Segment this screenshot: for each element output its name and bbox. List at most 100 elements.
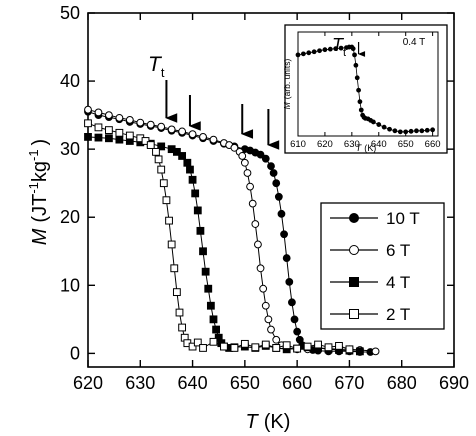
data-point (256, 264, 265, 273)
legend-marker (349, 309, 359, 319)
legend-item: 6 T (330, 241, 410, 260)
y-axis-label: M(JT-1kg-1) (26, 139, 51, 245)
data-point (293, 344, 302, 353)
y-tick-label: 50 (60, 3, 80, 23)
data-point (355, 347, 364, 356)
inset-data-point (387, 126, 392, 132)
series-line (87, 109, 376, 352)
data-point (251, 220, 260, 228)
y-tick-label: 0 (70, 343, 80, 363)
data-point (274, 192, 283, 201)
data-point (199, 344, 207, 352)
data-point (191, 189, 200, 198)
data-point (167, 125, 176, 134)
legend-box (320, 202, 445, 330)
data-point (94, 133, 103, 142)
data-point (280, 230, 288, 239)
data-point (157, 142, 166, 151)
data-point (183, 158, 192, 167)
data-point (314, 340, 322, 349)
legend-item: 4 T (330, 273, 410, 292)
series-line (87, 122, 350, 350)
x-tick-label: 660 (282, 373, 312, 393)
x-tick-label: 620 (73, 373, 103, 393)
data-point (125, 115, 134, 124)
inset-data-point (311, 49, 317, 55)
data-point (267, 325, 275, 334)
data-point (209, 315, 218, 324)
data-point (272, 179, 281, 188)
inset-data-point (300, 51, 306, 57)
data-point (240, 339, 249, 348)
data-point (105, 134, 113, 143)
data-point (115, 135, 124, 144)
data-point (238, 152, 247, 160)
data-point (272, 335, 281, 344)
data-point (243, 169, 252, 177)
inset-data-point (327, 46, 333, 52)
inset-chart: 610 620 630 640 650 660 M(arb. units) T (K) 0.… (282, 24, 448, 154)
x-tick-label: 640 (178, 373, 208, 393)
inset-x-tick-label: 620 (317, 139, 333, 150)
x-axis-unit: (K) (264, 411, 291, 433)
inset-x-tick-label: 630 (344, 139, 360, 150)
data-point (248, 199, 257, 208)
data-point (335, 341, 343, 350)
data-point (199, 133, 207, 141)
data-point (324, 343, 333, 352)
data-point (254, 240, 262, 249)
data-point (230, 344, 239, 352)
inset-data-point (322, 47, 328, 53)
data-point (261, 154, 270, 163)
data-point (371, 347, 380, 356)
data-point (209, 337, 218, 346)
data-point (267, 162, 275, 171)
x-tick-label: 690 (439, 373, 469, 393)
data-point (196, 226, 205, 235)
inset-y-axis-label: M(arb. units) (282, 58, 292, 109)
x-axis-symbol: T (246, 411, 260, 433)
data-point (290, 315, 299, 324)
legend-label: 4 T (386, 273, 410, 292)
main-axis-ticks: 620 630 640 650 660 670 680 690 0 10 20 30 40 50 (60, 3, 469, 393)
data-point (162, 196, 171, 205)
data-point (146, 120, 155, 129)
data-point (269, 169, 278, 177)
data-point (204, 284, 213, 293)
data-point (141, 137, 150, 145)
data-point (84, 105, 92, 114)
y-axis-symbol: M (29, 228, 51, 245)
legend-item: 10 T (330, 209, 420, 228)
inset-data-point (306, 50, 312, 56)
inset-data-point (350, 46, 356, 52)
series-line (87, 136, 360, 352)
inset-x-axis-label: T (K) (356, 143, 377, 153)
inset-data-point (352, 52, 357, 58)
inset-data-point (424, 127, 430, 133)
data-point (261, 340, 270, 349)
data-point (136, 118, 145, 127)
data-point (220, 342, 228, 351)
data-point (146, 141, 155, 149)
data-point (105, 111, 113, 120)
data-point (272, 344, 281, 352)
data-point (246, 182, 254, 191)
data-point (188, 175, 197, 184)
data-point (188, 130, 197, 139)
data-point (84, 133, 92, 141)
inset-data-point (376, 122, 382, 127)
y-tick-label: 10 (60, 275, 80, 295)
legend-marker (349, 213, 359, 223)
inset-data-point (338, 45, 344, 51)
data-point (84, 119, 92, 128)
data-point (94, 123, 103, 132)
data-point (193, 206, 202, 215)
inset-data-point (358, 107, 364, 113)
y-axis-unit-end: ) (29, 139, 51, 146)
inset-series (295, 44, 436, 135)
data-point (157, 122, 166, 131)
inset-data-point (419, 128, 425, 134)
inset-data-point (430, 127, 436, 133)
data-point (186, 165, 194, 174)
